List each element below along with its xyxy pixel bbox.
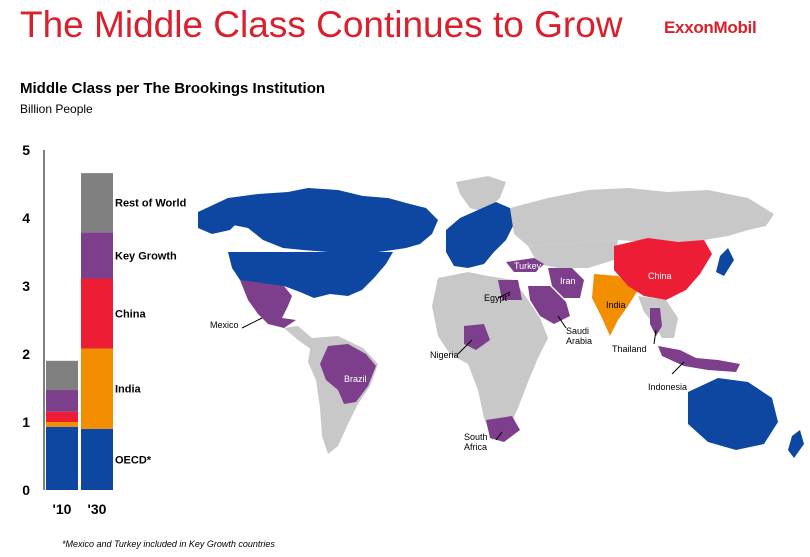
map-label-thailand: Thailand — [612, 344, 647, 354]
map-alaska — [198, 208, 240, 234]
y-tick-label: 0 — [22, 482, 30, 498]
map-label-turkey: Turkey — [514, 261, 542, 271]
map-central-asia — [528, 240, 618, 268]
map-iran — [548, 268, 584, 298]
map-labels: China India Iran Turkey Egypt Saudi Arabi… — [210, 261, 687, 452]
exxonmobil-logo: ExxonMobil — [664, 18, 757, 37]
bar-segment-1-cat-2 — [81, 428, 113, 490]
bar-segment-3-cat-2 — [81, 278, 113, 349]
y-tick-label: 1 — [22, 414, 30, 430]
map-label-india: India — [606, 300, 626, 310]
map-brazil — [320, 344, 376, 404]
map-saudi-arabia — [528, 286, 570, 324]
y-axis-unit-label: Billion People — [20, 102, 93, 116]
bar-segment-4-cat-1 — [46, 390, 78, 412]
y-tick-label: 2 — [22, 346, 30, 362]
map-label-egypt: Egypt — [484, 293, 508, 303]
y-tick-label: 3 — [22, 278, 30, 294]
map-australia — [688, 378, 778, 450]
page-title: The Middle Class Continues to Grow — [20, 4, 623, 45]
map-south-africa — [486, 416, 520, 442]
map-nigeria — [464, 324, 490, 350]
chart-title: Middle Class per The Brookings Instituti… — [20, 80, 326, 97]
y-tick-label: 5 — [22, 142, 30, 158]
map-europe — [446, 202, 514, 268]
bar-segment-5-cat-1 — [46, 360, 78, 391]
map-new-zealand — [788, 430, 804, 458]
map-label-nigeria: Nigeria — [430, 350, 459, 360]
map-land — [198, 176, 804, 458]
series-label-4: Key Growth — [115, 250, 177, 262]
map-turkey — [506, 258, 544, 272]
series-label-1: OECD* — [115, 454, 152, 466]
map-india — [592, 274, 638, 336]
map-usa — [228, 252, 393, 298]
map-label-brazil: Brazil — [344, 374, 367, 384]
world-map: China India Iran Turkey Egypt Saudi Arabi… — [198, 176, 804, 458]
bar-segment-2-cat-1 — [46, 422, 78, 427]
bar-segment-3-cat-1 — [46, 411, 78, 422]
bar-segment-2-cat-2 — [81, 348, 113, 429]
series-label-5: Rest of World — [115, 198, 186, 210]
y-tick-label: 4 — [22, 210, 30, 226]
map-label-indonesia: Indonesia — [648, 382, 687, 392]
map-africa — [432, 272, 548, 440]
map-russia — [510, 188, 774, 246]
stacked-bar-chart: 0 1 2 3 4 5 '10 '30 OECD* India China Key Growth Res… — [22, 142, 186, 517]
map-thailand — [650, 308, 662, 336]
map-china — [614, 238, 712, 300]
footnote: *Mexico and Turkey included in Key Growt… — [62, 539, 275, 549]
map-label-iran: Iran — [560, 276, 576, 286]
map-greenland — [456, 176, 506, 212]
map-label-saudi-arabia: Saudi Arabia — [566, 326, 592, 346]
map-pointers — [241, 291, 685, 441]
x-tick-label: '30 — [88, 501, 107, 517]
map-indonesia — [658, 346, 740, 372]
map-mexico — [240, 280, 296, 328]
bar-segment-1-cat-1 — [46, 426, 78, 490]
map-canada — [198, 188, 438, 252]
map-label-china: China — [648, 271, 672, 281]
bar-segment-4-cat-2 — [81, 232, 113, 279]
bar-segment-5-cat-2 — [81, 173, 113, 233]
map-label-mexico: Mexico — [210, 320, 239, 330]
map-label-south-africa: South Africa — [464, 432, 488, 452]
map-japan — [716, 248, 734, 276]
series-label-2: India — [115, 384, 142, 396]
x-tick-label: '10 — [53, 501, 72, 517]
series-label-3: China — [115, 309, 146, 321]
